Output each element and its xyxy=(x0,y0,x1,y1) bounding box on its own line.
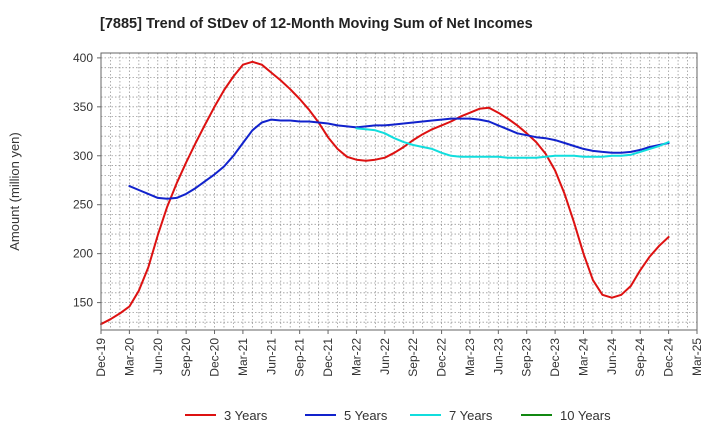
x-tick-label: Sep-23 xyxy=(520,338,534,377)
legend-label: 5 Years xyxy=(344,408,388,423)
legend-label: 7 Years xyxy=(449,408,493,423)
y-axis-title: Amount (million yen) xyxy=(7,132,22,251)
x-tick-label: Mar-25 xyxy=(690,338,704,376)
x-tick-label: Jun-23 xyxy=(491,338,505,375)
legend-label: 10 Years xyxy=(560,408,611,423)
x-tick-label: Dec-20 xyxy=(208,338,222,377)
series-line-5-years xyxy=(128,117,670,200)
x-axis-ticks: Dec-19 Mar-20 Jun-20 Sep-20 Dec-20 Mar-21 Jun-… xyxy=(94,330,704,377)
legend-label: 3 Years xyxy=(224,408,268,423)
x-tick-label: Mar-22 xyxy=(349,338,363,376)
x-tick-label: Dec-22 xyxy=(435,338,449,377)
y-tick-label: 400 xyxy=(73,51,93,65)
x-tick-label: Mar-20 xyxy=(122,338,136,376)
legend: 3 Years 5 Years 7 Years 10 Years xyxy=(185,408,611,423)
x-tick-label: Jun-21 xyxy=(264,338,278,375)
x-tick-label: Jun-20 xyxy=(151,338,165,375)
y-tick-label: 250 xyxy=(73,198,93,212)
series-lines xyxy=(100,60,670,326)
y-tick-label: 150 xyxy=(73,296,93,310)
x-tick-label: Dec-21 xyxy=(321,338,335,377)
x-tick-label: Mar-23 xyxy=(463,338,477,376)
series-line-3-years xyxy=(100,60,670,326)
x-tick-label: Jun-22 xyxy=(378,338,392,375)
x-tick-label: Sep-20 xyxy=(179,338,193,377)
y-tick-label: 350 xyxy=(73,100,93,114)
x-tick-label: Sep-22 xyxy=(406,338,420,377)
x-tick-label: Dec-24 xyxy=(662,338,676,377)
x-tick-label: Sep-21 xyxy=(293,338,307,377)
x-tick-label: Jun-24 xyxy=(605,338,619,375)
y-axis-ticks: 150 200 250 300 350 400 xyxy=(73,51,101,310)
plot-frame xyxy=(100,52,698,331)
x-tick-label: Mar-24 xyxy=(576,338,590,376)
x-tick-label: Mar-21 xyxy=(236,338,250,376)
chart-title: [7885] Trend of StDev of 12-Month Moving… xyxy=(100,16,533,32)
x-tick-label: Sep-24 xyxy=(633,338,647,377)
y-tick-label: 200 xyxy=(73,247,93,261)
series-line-7-years xyxy=(355,127,670,159)
y-tick-label: 300 xyxy=(73,149,93,163)
x-tick-label: Dec-19 xyxy=(94,338,108,377)
x-tick-label: Dec-23 xyxy=(548,338,562,377)
